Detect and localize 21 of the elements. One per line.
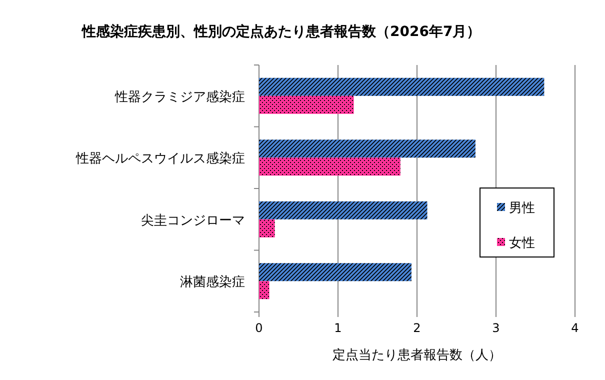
x-tick-label: 4 <box>571 321 579 335</box>
x-tick-label: 0 <box>255 321 263 335</box>
bar <box>259 78 544 96</box>
x-tick-label: 3 <box>492 321 500 335</box>
y-tick-label: 淋菌感染症 <box>180 275 245 290</box>
bar <box>259 263 412 282</box>
bar <box>259 201 428 220</box>
bar <box>259 281 270 300</box>
bar <box>259 96 354 114</box>
x-axis-title: 定点当たり患者報告数（人） <box>332 348 502 363</box>
bar <box>259 219 275 238</box>
legend-label: 女性 <box>509 236 535 251</box>
bar <box>259 140 476 158</box>
y-tick-label: 性器クラミジア感染症 <box>114 90 245 105</box>
y-tick-label: 尖圭コンジローマ <box>141 213 245 228</box>
x-tick-label: 2 <box>413 321 421 335</box>
legend-label: 男性 <box>509 201 535 216</box>
bar <box>259 158 400 176</box>
y-tick-label: 性器ヘルペスウイルス感染症 <box>75 152 245 167</box>
chart-title: 性感染症疾患別、性別の定点あたり患者報告数（2026年7月） <box>81 23 481 40</box>
x-tick-label: 1 <box>334 321 342 335</box>
